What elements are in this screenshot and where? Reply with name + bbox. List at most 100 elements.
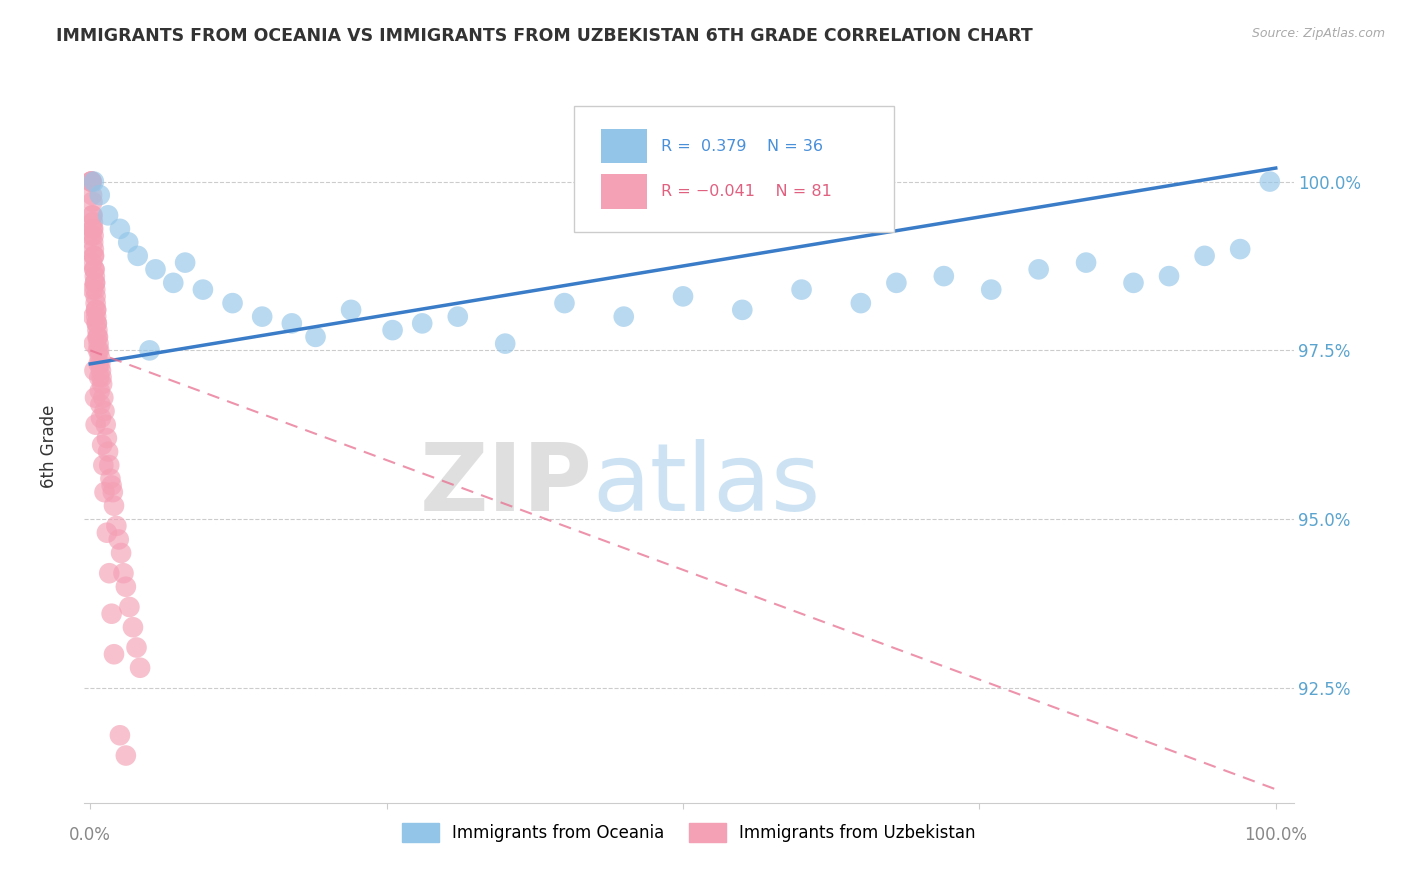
Point [84, 391, 107, 405]
Point [340, 302, 363, 317]
Point [112, 566, 135, 581]
Point [80, 188, 103, 202]
Point [115, 748, 138, 763]
Point [93, 485, 115, 500]
Point [1194, 249, 1216, 263]
Point [108, 728, 131, 742]
Point [83, 336, 105, 351]
Point [1074, 255, 1097, 269]
Point [83, 364, 105, 378]
FancyBboxPatch shape [574, 105, 894, 232]
Point [411, 317, 433, 331]
Point [82, 310, 104, 324]
Point [87, 357, 110, 371]
Text: Source: ZipAtlas.com: Source: ZipAtlas.com [1251, 27, 1385, 40]
Point [94, 417, 117, 432]
Point [447, 310, 470, 324]
Point [91, 377, 114, 392]
Point [849, 296, 872, 310]
Point [80, 208, 103, 222]
Point [87, 336, 110, 351]
Point [91, 391, 114, 405]
Point [80, 175, 103, 189]
Point [84, 302, 107, 317]
Point [97, 444, 120, 458]
Point [83, 228, 105, 243]
Point [162, 276, 184, 290]
Point [107, 533, 129, 547]
Point [980, 283, 1002, 297]
Point [90, 411, 112, 425]
Point [100, 472, 122, 486]
Point [89, 343, 111, 358]
Point [145, 262, 167, 277]
Point [117, 235, 139, 250]
Point [250, 310, 273, 324]
Point [80, 175, 103, 189]
Point [191, 283, 214, 297]
Point [89, 384, 111, 398]
Point [84, 276, 107, 290]
Text: 6th Grade: 6th Grade [41, 404, 58, 488]
Point [672, 289, 695, 303]
Point [84, 283, 107, 297]
Point [93, 404, 115, 418]
Point [82, 222, 104, 236]
Point [1028, 262, 1050, 277]
Point [83, 242, 105, 256]
Point [90, 364, 112, 378]
Point [86, 323, 108, 337]
Point [96, 431, 118, 445]
Point [89, 370, 111, 384]
Point [221, 296, 243, 310]
Point [100, 478, 122, 492]
Point [125, 640, 148, 655]
Point [494, 336, 516, 351]
Point [84, 276, 107, 290]
Point [86, 317, 108, 331]
Point [127, 249, 149, 263]
Point [84, 289, 107, 303]
Point [82, 215, 104, 229]
Point [82, 235, 104, 250]
Point [82, 222, 104, 236]
Point [89, 357, 111, 371]
Point [886, 276, 908, 290]
Text: IMMIGRANTS FROM OCEANIA VS IMMIGRANTS FROM UZBEKISTAN 6TH GRADE CORRELATION CHAR: IMMIGRANTS FROM OCEANIA VS IMMIGRANTS FR… [56, 27, 1033, 45]
Point [118, 599, 141, 614]
Point [115, 580, 138, 594]
Point [281, 317, 304, 331]
Point [96, 525, 118, 540]
Point [86, 330, 108, 344]
Point [553, 296, 575, 310]
Point [80, 228, 103, 243]
Point [105, 519, 128, 533]
Point [83, 262, 105, 277]
Point [83, 175, 105, 189]
Point [82, 283, 104, 297]
Point [82, 194, 104, 209]
Point [1122, 276, 1144, 290]
Point [89, 188, 111, 202]
Legend: Immigrants from Oceania, Immigrants from Uzbekistan: Immigrants from Oceania, Immigrants from… [395, 816, 983, 848]
Text: 0.0%: 0.0% [69, 826, 111, 845]
Point [89, 350, 111, 364]
Point [110, 546, 132, 560]
Text: 100.0%: 100.0% [1244, 826, 1308, 845]
Point [83, 249, 105, 263]
Point [87, 330, 110, 344]
Point [83, 269, 105, 284]
Bar [600, 128, 647, 163]
Point [1157, 269, 1180, 284]
Point [84, 302, 107, 317]
Point [82, 208, 104, 222]
Point [304, 330, 326, 344]
Point [84, 296, 107, 310]
Point [174, 255, 197, 269]
Point [84, 417, 107, 432]
Point [101, 485, 124, 500]
Point [138, 343, 160, 358]
Point [80, 255, 103, 269]
Text: ZIP: ZIP [419, 439, 592, 531]
Point [103, 499, 125, 513]
